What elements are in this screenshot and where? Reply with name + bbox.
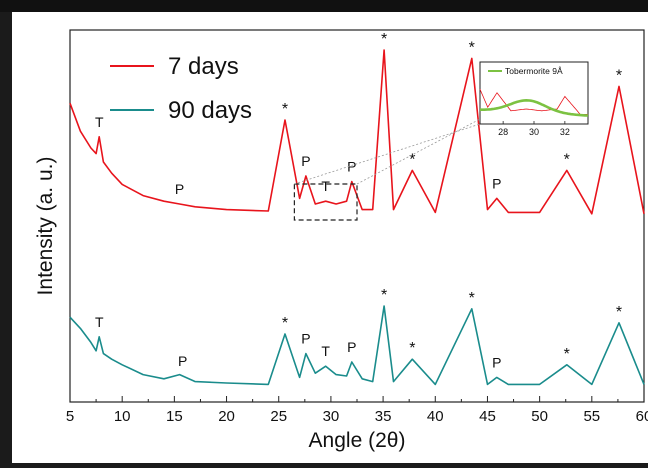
inset-x-tick-label: 32 [560, 127, 570, 137]
x-tick-label: 55 [583, 408, 600, 425]
peak-label: T [321, 343, 330, 359]
peak-label: * [409, 151, 415, 168]
inset-series-line [479, 89, 588, 115]
x-tick-label: 60 [636, 408, 648, 425]
x-tick-label: 35 [375, 408, 392, 425]
peak-label: P [492, 175, 501, 191]
peak-label: * [409, 340, 415, 357]
x-tick-label: 45 [479, 408, 496, 425]
legend-label: 7 days [168, 53, 239, 80]
x-tick-label: 15 [166, 408, 183, 425]
peak-label: * [564, 346, 570, 363]
inset-x-tick-label: 30 [529, 127, 539, 137]
peak-label: * [616, 304, 622, 321]
peak-label: * [616, 67, 622, 84]
chart-figure: T P * P T P * * * P * * T P * P T P * * * P * * Tobermorite 9Å 2… [12, 12, 648, 463]
series-line-1 [69, 49, 645, 215]
zoom-box [293, 183, 358, 221]
x-axis-label: Angle (2θ) [309, 429, 406, 452]
inset-legend-label: Tobermorite 9Å [505, 66, 563, 76]
peak-label: * [469, 290, 475, 307]
x-tick-label: 20 [218, 408, 235, 425]
x-tick-label: 10 [114, 408, 131, 425]
x-tick-label: 40 [427, 408, 444, 425]
inset-fit-line [480, 98, 589, 117]
peak-label: P [347, 339, 356, 355]
x-tick-label: 25 [270, 408, 287, 425]
peak-label: P [301, 331, 310, 347]
x-tick-label: 30 [323, 408, 340, 425]
peak-label: * [282, 315, 288, 332]
inset-plot: Tobermorite 9Å 28 30 32 [294, 61, 589, 185]
peak-label: T [321, 178, 330, 194]
x-tick-label: 5 [66, 408, 74, 425]
peak-label: * [564, 151, 570, 168]
x-axis: 5 10 15 20 25 30 35 40 45 50 55 60 [66, 396, 648, 425]
peak-labels: TP*PTP***P**TP*PT P***P ** [95, 31, 622, 370]
series-group [69, 49, 645, 386]
zoom-rectangle [293, 183, 358, 221]
peak-label: * [381, 287, 387, 304]
xrd-chart: TP*PTP***P**TP*PT P***P ** Tobermorite 9Å2… [34, 29, 648, 452]
y-axis-label: Intensity (a. u.) [34, 157, 57, 296]
x-tick-label: 50 [531, 408, 548, 425]
peak-label: * [282, 101, 288, 118]
zoom-connector-left [294, 123, 481, 185]
peak-label: T [95, 114, 104, 130]
peak-label: P [492, 354, 501, 370]
peak-label: P [175, 181, 184, 197]
peak-label: P [301, 153, 310, 169]
peak-label: * [469, 39, 475, 56]
inset-x-tick-label: 28 [498, 127, 508, 137]
legend-label: 90 days [168, 97, 252, 124]
series-line-2 [69, 305, 645, 386]
legend: 7 days 90 days [110, 53, 252, 124]
peak-label: P [347, 159, 356, 175]
peak-label: T [95, 314, 104, 330]
peak-label: P [178, 353, 187, 369]
peak-label: * [381, 31, 387, 48]
